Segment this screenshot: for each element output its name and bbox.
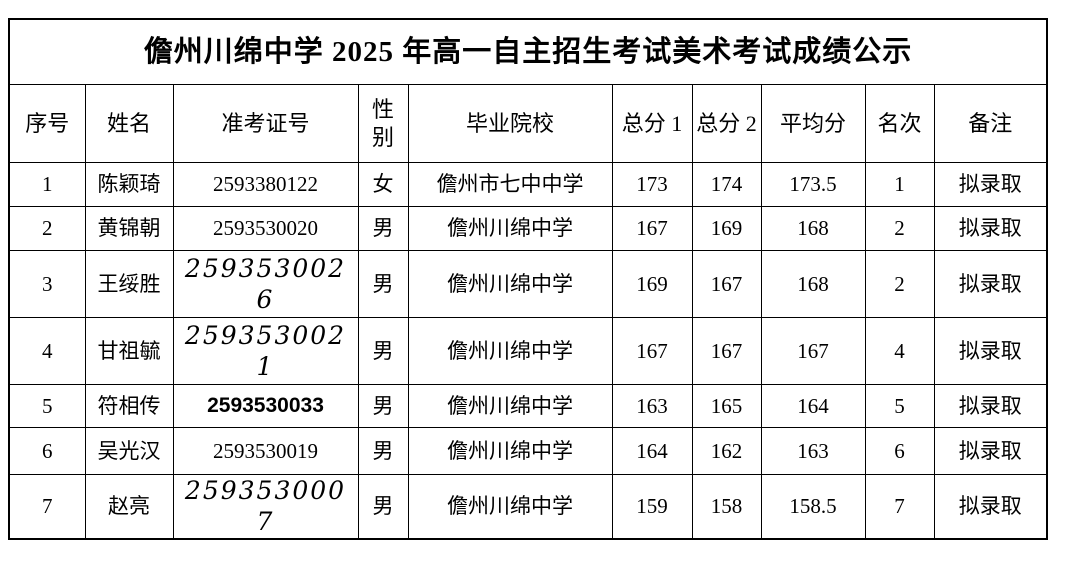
cell-name: 王绥胜 (84, 250, 174, 318)
cell-name: 甘祖毓 (84, 317, 174, 385)
cell-average: 167 (760, 317, 866, 385)
cell-remark: 拟录取 (933, 250, 1048, 318)
cell-admission-no: 2593530019 (172, 427, 359, 475)
cell-rank: 7 (864, 474, 935, 539)
cell-rank: 6 (864, 427, 935, 475)
cell-average: 164 (760, 384, 866, 428)
cell-admission-no: 2593530007 (172, 474, 359, 539)
cell-gender: 男 (357, 384, 409, 428)
cell-average: 163 (760, 427, 866, 475)
col-header-average: 平均分 (760, 84, 866, 163)
cell-remark: 拟录取 (933, 206, 1048, 251)
col-header-remark: 备注 (933, 84, 1048, 163)
cell-name: 赵亮 (84, 474, 174, 539)
table-row: 6 吴光汉 2593530019 男 儋州川绵中学 164 162 163 6 … (8, 427, 1048, 475)
col-header-score2: 总分 2 (691, 84, 762, 163)
cell-score2: 162 (691, 427, 762, 475)
cell-school: 儋州川绵中学 (407, 317, 613, 385)
score-table: 儋州川绵中学 2025 年高一自主招生考试美术考试成绩公示 序号 姓名 准考证号… (8, 18, 1049, 540)
cell-score1: 163 (611, 384, 693, 428)
cell-rank: 4 (864, 317, 935, 385)
cell-seq: 5 (8, 384, 86, 428)
cell-seq: 7 (8, 474, 86, 539)
cell-score2: 169 (691, 206, 762, 251)
cell-remark: 拟录取 (933, 474, 1048, 539)
cell-school: 儋州川绵中学 (407, 206, 613, 251)
cell-remark: 拟录取 (933, 317, 1048, 385)
cell-score1: 164 (611, 427, 693, 475)
cell-rank: 1 (864, 162, 935, 207)
cell-admission-no: 2593530026 (172, 250, 359, 318)
cell-name: 吴光汉 (84, 427, 174, 475)
table-row: 5 符相传 2593530033 男 儋州川绵中学 163 165 164 5 … (8, 384, 1048, 428)
col-header-score1: 总分 1 (611, 84, 693, 163)
col-header-seq: 序号 (8, 84, 86, 163)
cell-school: 儋州川绵中学 (407, 474, 613, 539)
table-row: 7 赵亮 2593530007 男 儋州川绵中学 159 158 158.5 7… (8, 474, 1048, 539)
col-header-school: 毕业院校 (407, 84, 613, 163)
cell-average: 173.5 (760, 162, 866, 207)
cell-score2: 174 (691, 162, 762, 207)
cell-average: 168 (760, 206, 866, 251)
cell-gender: 女 (357, 162, 409, 207)
cell-average: 158.5 (760, 474, 866, 539)
cell-average: 168 (760, 250, 866, 318)
col-header-name: 姓名 (84, 84, 174, 163)
table-row: 4 甘祖毓 2593530021 男 儋州川绵中学 167 167 167 4 … (8, 317, 1048, 385)
cell-score2: 158 (691, 474, 762, 539)
cell-score1: 159 (611, 474, 693, 539)
cell-score1: 167 (611, 317, 693, 385)
cell-gender: 男 (357, 427, 409, 475)
table-row: 3 王绥胜 2593530026 男 儋州川绵中学 169 167 168 2 … (8, 250, 1048, 318)
table-row: 1 陈颖琦 2593380122 女 儋州市七中中学 173 174 173.5… (8, 162, 1048, 207)
cell-school: 儋州川绵中学 (407, 250, 613, 318)
cell-score1: 173 (611, 162, 693, 207)
cell-rank: 2 (864, 250, 935, 318)
title-row: 儋州川绵中学 2025 年高一自主招生考试美术考试成绩公示 (8, 18, 1048, 85)
cell-score1: 167 (611, 206, 693, 251)
cell-admission-no: 2593530020 (172, 206, 359, 251)
cell-rank: 2 (864, 206, 935, 251)
cell-school: 儋州川绵中学 (407, 384, 613, 428)
cell-school: 儋州川绵中学 (407, 427, 613, 475)
cell-score2: 165 (691, 384, 762, 428)
cell-school: 儋州市七中中学 (407, 162, 613, 207)
cell-seq: 1 (8, 162, 86, 207)
col-header-admission-no: 准考证号 (172, 84, 359, 163)
table-header-row: 序号 姓名 准考证号 性别 毕业院校 总分 1 总分 2 平均分 名次 备注 (8, 84, 1048, 163)
col-header-gender: 性别 (357, 84, 409, 163)
cell-name: 陈颖琦 (84, 162, 174, 207)
cell-name: 符相传 (84, 384, 174, 428)
page-title: 儋州川绵中学 2025 年高一自主招生考试美术考试成绩公示 (8, 18, 1048, 85)
cell-admission-no: 2593530033 (172, 384, 359, 428)
cell-score2: 167 (691, 250, 762, 318)
cell-gender: 男 (357, 250, 409, 318)
cell-seq: 4 (8, 317, 86, 385)
cell-score1: 169 (611, 250, 693, 318)
cell-seq: 6 (8, 427, 86, 475)
col-header-rank: 名次 (864, 84, 935, 163)
cell-rank: 5 (864, 384, 935, 428)
cell-remark: 拟录取 (933, 427, 1048, 475)
cell-seq: 2 (8, 206, 86, 251)
cell-gender: 男 (357, 206, 409, 251)
cell-gender: 男 (357, 317, 409, 385)
cell-seq: 3 (8, 250, 86, 318)
table-row: 2 黄锦朝 2593530020 男 儋州川绵中学 167 169 168 2 … (8, 206, 1048, 251)
cell-name: 黄锦朝 (84, 206, 174, 251)
cell-remark: 拟录取 (933, 384, 1048, 428)
cell-admission-no: 2593530021 (172, 317, 359, 385)
cell-admission-no: 2593380122 (172, 162, 359, 207)
cell-score2: 167 (691, 317, 762, 385)
cell-gender: 男 (357, 474, 409, 539)
cell-remark: 拟录取 (933, 162, 1048, 207)
